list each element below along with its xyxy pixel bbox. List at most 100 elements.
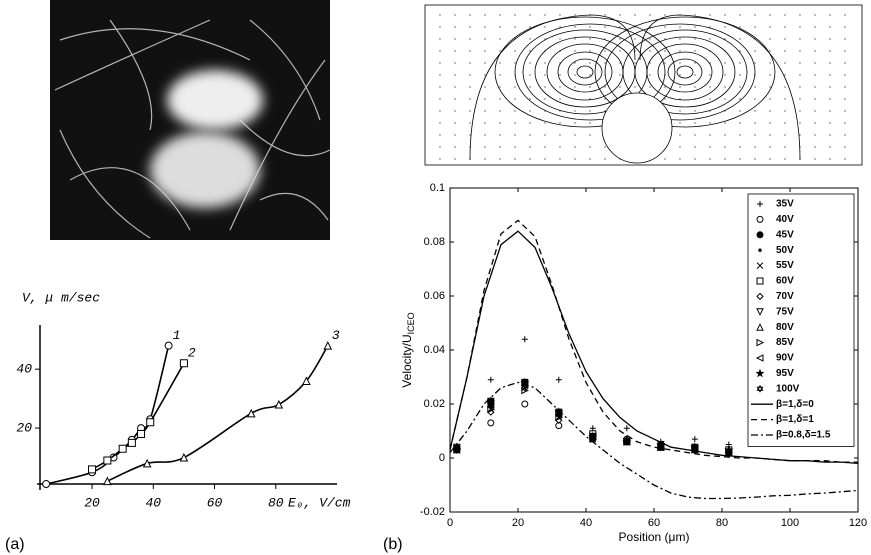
y-axis-label-sub: ICEO [406, 312, 416, 334]
y-tick-label: 0.04 [424, 344, 445, 356]
legend-marker [756, 277, 764, 285]
x-tick-label: 60 [648, 517, 660, 529]
x-tick-label: 20 [84, 495, 100, 510]
y-axis-label-main: Velocity/U [400, 334, 414, 387]
legend-label: 80V [776, 322, 794, 333]
marker [657, 443, 665, 452]
curve [91, 362, 185, 471]
legend-label: 70V [776, 291, 794, 302]
legend-marker [756, 338, 765, 347]
y-tick-label: 0.02 [424, 398, 445, 410]
legend-label: 45V [776, 229, 794, 240]
x-tick-label: 100 [781, 517, 799, 529]
legend-marker [758, 248, 762, 252]
marker [487, 376, 494, 383]
x-axis-label: Position (μm) [619, 530, 690, 544]
x-tick-label: 40 [145, 495, 161, 510]
legend-marker [756, 262, 764, 269]
streamline-diagram [424, 4, 863, 166]
marker [487, 408, 495, 416]
marker [103, 456, 112, 465]
marker [302, 376, 311, 385]
marker [555, 410, 563, 419]
model-curve [449, 381, 859, 500]
panel-label: (b) [383, 536, 403, 553]
legend-label: 90V [776, 353, 794, 364]
marker [146, 418, 155, 427]
y-axis-label: Velocity/UICEO [400, 312, 416, 387]
legend-marker [755, 368, 765, 378]
marker [487, 419, 495, 427]
marker [453, 443, 461, 452]
legend-marker [756, 323, 764, 331]
x-axis-label: E₀, V/cm [288, 495, 351, 510]
y-tick-label: 20 [16, 421, 32, 436]
marker [691, 443, 699, 452]
model-curve [449, 230, 859, 465]
legend-label: β=1,δ=1 [776, 414, 814, 425]
curve [107, 345, 329, 482]
x-tick-label: 60 [207, 495, 223, 510]
marker [103, 476, 112, 486]
legend-label: 75V [776, 306, 794, 317]
marker [42, 480, 51, 489]
legend-marker [756, 384, 764, 393]
marker [179, 359, 188, 368]
legend-label: 35V [776, 199, 794, 210]
marker [164, 341, 173, 350]
marker [555, 416, 563, 424]
legend-marker [756, 292, 764, 301]
series-label: 2 [188, 346, 196, 361]
model-curve [449, 219, 858, 463]
x-tick-label: 80 [716, 517, 728, 529]
series-label: 1 [173, 328, 181, 343]
x-tick-label: 80 [268, 495, 284, 510]
x-tick-label: 20 [512, 517, 524, 529]
marker [691, 436, 698, 443]
y-tick-label: 0.08 [424, 236, 445, 248]
marker [487, 400, 495, 408]
y-axis-label: V, μ m/sec [22, 290, 100, 305]
marker [274, 399, 284, 409]
legend-label: 40V [776, 214, 794, 225]
legend-label: 50V [776, 245, 794, 256]
marker [725, 448, 733, 457]
legend-label: 60V [776, 276, 794, 287]
y-tick-label: 0 [439, 452, 445, 464]
y-tick-label: -0.02 [420, 506, 445, 518]
micrograph [50, 0, 331, 240]
marker [127, 438, 136, 447]
marker [623, 425, 630, 432]
legend-marker [755, 354, 764, 362]
legend-label: 100V [776, 383, 800, 394]
legend-label: 55V [776, 260, 794, 271]
legend-marker [756, 231, 764, 239]
marker [521, 381, 529, 390]
marker [88, 465, 97, 474]
series-label: 3 [332, 328, 340, 343]
legend-label: 95V [776, 368, 794, 379]
legend-label: 85V [776, 337, 794, 348]
legend-marker [757, 201, 763, 207]
legend-label: β=1,δ=0 [776, 399, 814, 410]
panel-label: (a) [5, 536, 25, 553]
y-tick-label: 0.06 [424, 290, 445, 302]
legend-marker [756, 308, 764, 316]
marker [323, 340, 333, 350]
marker [555, 376, 562, 383]
marker [589, 432, 597, 441]
marker [521, 336, 528, 343]
marker [623, 437, 631, 446]
y-tick-label: 40 [16, 362, 32, 377]
y-tick-label: 0.1 [430, 182, 445, 194]
marker [142, 458, 152, 468]
marker [179, 452, 189, 462]
marker [118, 444, 127, 453]
marker [521, 400, 529, 408]
marker [246, 408, 256, 418]
legend-label: β=0.8,δ=1.5 [776, 430, 831, 441]
x-tick-label: 40 [580, 517, 592, 529]
x-tick-label: 120 [849, 517, 867, 529]
legend-marker [756, 215, 764, 223]
